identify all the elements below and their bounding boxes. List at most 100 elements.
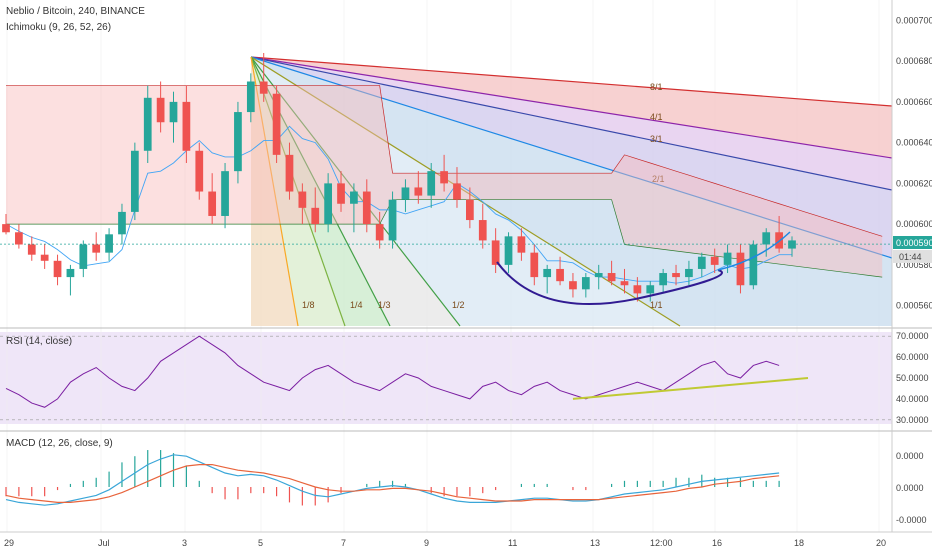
candle-body [246, 81, 255, 113]
candle-body [633, 285, 642, 294]
rsi-line [5, 335, 780, 408]
candle-body [350, 191, 358, 204]
rsi-band [0, 332, 892, 424]
candle-body [2, 224, 10, 233]
rsi-axis-tick: 30.0000 [896, 415, 929, 425]
candle-body [66, 268, 75, 278]
candle-body [169, 101, 178, 123]
ichimoku-label: Ichimoku (9, 26, 52, 26) [6, 22, 111, 33]
candle-body [105, 234, 113, 253]
ichimoku-span-b [6, 199, 883, 278]
candle-body [311, 207, 320, 225]
candle-body [440, 171, 448, 184]
candle-body [504, 236, 513, 265]
candle-body [749, 244, 758, 286]
gann-fan-label: 3/1 [650, 134, 663, 144]
candle-body [427, 171, 436, 196]
candle-body [543, 268, 552, 278]
candle-body [762, 232, 771, 245]
time-axis-tick: 16 [712, 538, 722, 548]
gann-fan-label: 4/1 [650, 112, 663, 122]
candle-body [53, 260, 62, 278]
breakout-curve-drawing [717, 231, 791, 271]
candle-body [517, 236, 526, 253]
gann-fan-line [250, 56, 299, 327]
symbol-title: Neblio / Bitcoin, 240, BINANCE [6, 6, 145, 17]
time-axis-tick: Jul [98, 538, 110, 548]
candle-body [15, 232, 23, 245]
candle-body [298, 191, 307, 208]
candle-body [723, 252, 732, 265]
candle-body [788, 240, 796, 249]
candle-body [569, 281, 577, 290]
candle-body [40, 254, 49, 261]
candle-body [388, 199, 397, 241]
candle-body [736, 252, 745, 286]
candle-body [401, 187, 410, 200]
gann-fan-label: 1/3 [378, 300, 391, 310]
candle-body [79, 244, 88, 269]
rsi-axis-tick: 60.0000 [896, 352, 929, 362]
gann-fan-label: 1/1 [650, 300, 663, 310]
rsi-axis-tick: 70.0000 [896, 331, 929, 341]
macd-pane[interactable] [0, 434, 892, 530]
gann-fan-label: 1/4 [350, 300, 363, 310]
gann-fan-zone [251, 57, 892, 326]
gann-fan-line [250, 56, 893, 159]
countdown-tag [893, 250, 932, 263]
candle-body [414, 187, 423, 196]
candle-body [259, 81, 268, 94]
candle-body [324, 183, 332, 225]
candle-body [27, 244, 36, 255]
last-price-value: 0.0005902 [896, 238, 932, 248]
candle-body [607, 273, 616, 282]
candle-body [672, 273, 680, 278]
rsi-trendline [572, 377, 809, 400]
time-axis-tick: 18 [794, 538, 804, 548]
candle-body [337, 183, 345, 204]
macd-label: MACD (12, 26, close, 9) [6, 438, 113, 449]
candle-body [195, 150, 204, 192]
candle-body [156, 97, 165, 123]
candle-body [362, 191, 371, 225]
gann-fan-line [250, 56, 346, 327]
candle-body [659, 273, 668, 286]
time-axis-tick: 20 [876, 538, 886, 548]
candle-body [581, 277, 590, 290]
candle-body [92, 244, 101, 253]
candle-body [478, 220, 487, 241]
time-axis-tick: 11 [508, 538, 517, 548]
time-axis-tick: 3 [182, 538, 187, 548]
time-axis-tick: 9 [424, 538, 429, 548]
candle-body [182, 101, 191, 151]
gann-fan-label: 2/1 [652, 174, 665, 184]
candle-body [556, 268, 564, 282]
candle-body [453, 183, 461, 200]
time-axis-tick: 5 [258, 538, 263, 548]
candle-body [530, 252, 539, 278]
rsi-axis-tick: 40.0000 [896, 394, 929, 404]
gann-fan-line [250, 56, 893, 191]
candle-body [272, 93, 281, 155]
rounding-bottom-drawing [496, 261, 723, 305]
candle-body [118, 211, 126, 235]
gann-fan-line [250, 56, 893, 259]
candle-body [221, 171, 229, 216]
candle-body [466, 199, 474, 221]
macd-line [5, 454, 780, 506]
candle-body [143, 97, 152, 151]
macd-axis-tick: 0.0000 [896, 483, 924, 493]
candle-body [620, 281, 629, 286]
macd-axis-tick: 0.0000 [896, 451, 924, 461]
candle-body [234, 112, 242, 172]
gann-fan-label: 1/2 [452, 300, 465, 310]
signal-line [5, 464, 780, 503]
candle-body [285, 154, 294, 192]
